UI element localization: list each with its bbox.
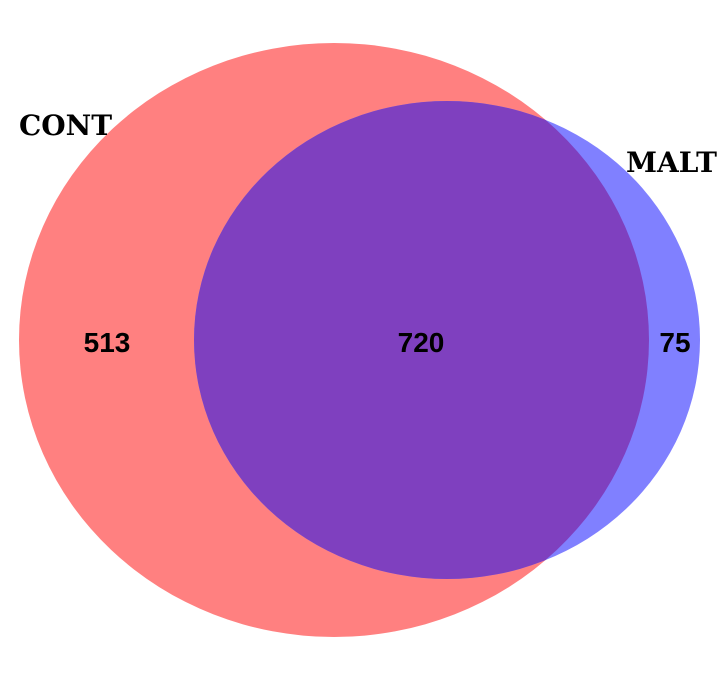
malt-set-label: MALT — [626, 146, 717, 179]
cont-only-count: 513 — [84, 327, 131, 358]
intersection-count: 720 — [398, 327, 445, 358]
overlap-region — [194, 101, 649, 579]
cont-set-label: CONT — [19, 109, 112, 142]
malt-only-count: 75 — [659, 327, 690, 358]
